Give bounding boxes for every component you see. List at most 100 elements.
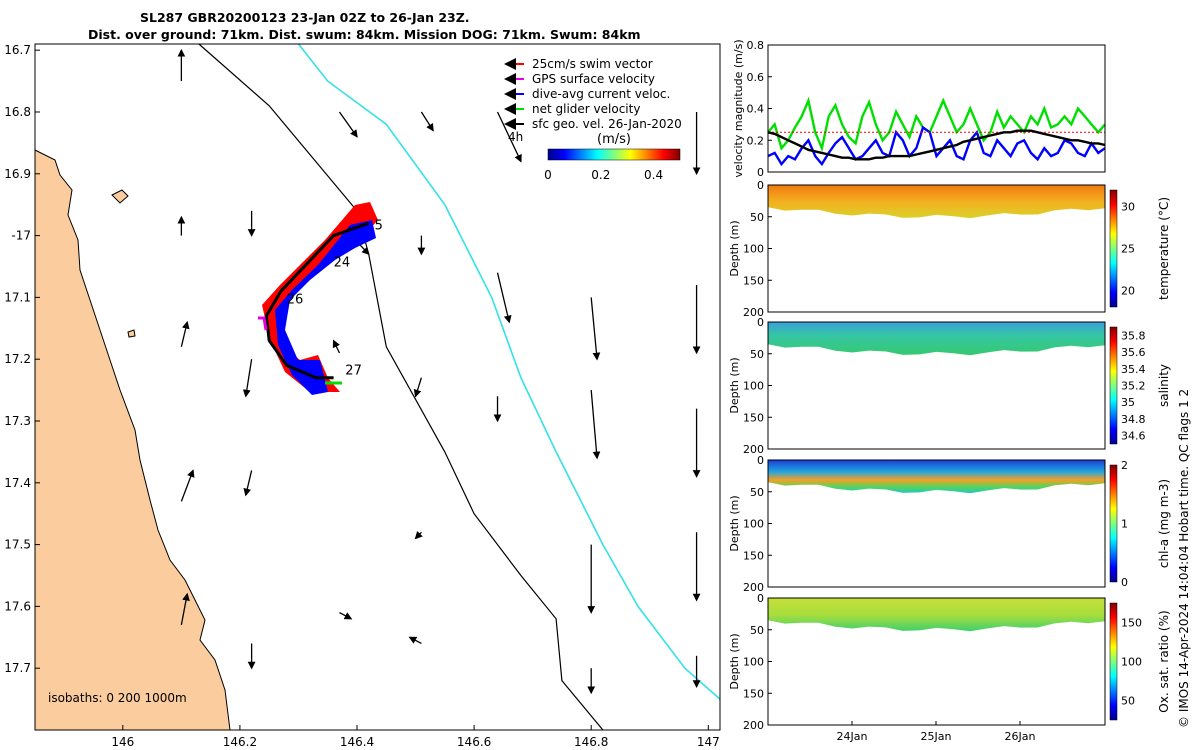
velocity-series-line <box>767 129 1106 161</box>
time-tick-label: 25Jan <box>921 730 952 743</box>
isobath-200m <box>198 43 604 731</box>
depth-axis-label: Depth (m) <box>728 357 741 413</box>
time-tick-label: 26Jan <box>1005 730 1036 743</box>
map-colorbar-tick: 0 <box>544 168 552 182</box>
depth-tick-label: 150 <box>743 687 764 700</box>
colorbar-tick-label: 34.6 <box>1121 430 1146 443</box>
colorbar-tick-label: 35.8 <box>1121 329 1146 342</box>
map-y-tick-label: 17.1 <box>4 290 31 304</box>
chla-panel-field <box>768 460 1105 494</box>
map-colorbar <box>547 148 681 161</box>
geo-velocity-vector <box>496 272 512 324</box>
map-x-tick-label: 146.6 <box>457 735 491 749</box>
colorbar-tick-label: 50 <box>1121 695 1135 708</box>
geo-velocity-vector <box>590 297 601 361</box>
land-mass <box>34 149 231 731</box>
velocity-y-tick-label: 0.2 <box>747 134 765 147</box>
geo-velocity-vector <box>413 377 423 398</box>
depth-tick-label: 150 <box>743 549 764 562</box>
track-day-label: 26 <box>287 293 304 308</box>
oxygen-panel-colorbar <box>1109 602 1118 721</box>
map-x-tick-label: 146 <box>111 735 134 749</box>
island <box>111 189 129 204</box>
velocity-y-tick-label: 0.6 <box>747 71 765 84</box>
colorbar-tick-label: 150 <box>1121 617 1142 630</box>
colorbar-tick-label: 34.8 <box>1121 413 1146 426</box>
legend-entry: GPS surface velocity <box>532 72 655 86</box>
velocity-series-line <box>767 125 1106 167</box>
colorbar-tick-label: 25 <box>1121 243 1135 256</box>
geo-velocity-vector <box>408 636 422 645</box>
map-x-tick-label: 146.4 <box>340 735 374 749</box>
map-x-tick-label: 146.2 <box>223 735 257 749</box>
map-y-tick-label: 16.9 <box>4 167 31 181</box>
geo-velocity-vector <box>414 531 423 540</box>
depth-tick-label: 100 <box>743 656 764 669</box>
depth-tick-label: 150 <box>743 411 764 424</box>
salinity-panel-colorbar <box>1109 326 1118 445</box>
salinity-panel-field <box>768 322 1105 356</box>
depth-tick-label: 200 <box>743 581 764 594</box>
depth-tick-label: 0 <box>757 454 764 467</box>
track-map: 5 24 26 27 146 146.2 146.4 146.6 146.8 147 16.7 16.… <box>4 43 721 749</box>
isobath-label: isobaths: 0 200 1000m <box>48 691 187 705</box>
colorbar-label: chl-a (mg m-3) <box>1157 479 1171 568</box>
depth-tick-label: 100 <box>743 243 764 256</box>
legend-entry: 25cm/s swim vector <box>532 57 653 71</box>
legend-entry: sfc geo. vel. 26-Jan-2020 <box>532 117 682 131</box>
title-line-2: Dist. over ground: 71km. Dist. swum: 84k… <box>88 27 641 42</box>
geo-velocity-vector <box>242 359 253 398</box>
chla-panel-colorbar <box>1109 464 1118 583</box>
geo-velocity-vector <box>180 320 190 347</box>
colorbar-tick-label: 35.6 <box>1121 346 1146 359</box>
colorbar-label: Ox. sat. ratio (%) <box>1157 610 1171 712</box>
depth-tick-label: 0 <box>757 179 764 192</box>
island <box>127 329 136 338</box>
depth-tick-label: 200 <box>743 719 764 732</box>
legend-entry: net glider velocity <box>532 102 640 116</box>
colorbar-tick-label: 35.4 <box>1121 363 1146 376</box>
depth-tick-label: 100 <box>743 380 764 393</box>
colorbar-tick-label: 1 <box>1121 518 1128 531</box>
geo-velocity-vector <box>590 390 601 460</box>
depth-tick-label: 150 <box>743 274 764 287</box>
velocity-y-tick-label: 0 <box>757 166 764 179</box>
depth-tick-label: 50 <box>750 211 764 224</box>
colorbar-tick-label: 2 <box>1121 459 1128 472</box>
track-day-label: 27 <box>345 364 362 379</box>
depth-axis-label: Depth (m) <box>728 220 741 276</box>
gps-velocity-vector <box>258 316 268 331</box>
depth-tick-label: 0 <box>757 592 764 605</box>
colorbar-label: temperature (°C) <box>1157 197 1171 300</box>
map-y-tick-label: 17.7 <box>4 661 31 675</box>
map-y-tick-label: 16.8 <box>4 105 31 119</box>
map-frame <box>34 43 721 731</box>
colorbar-tick-label: 20 <box>1121 284 1135 297</box>
isobath-1000m <box>297 43 721 700</box>
depth-tick-label: 50 <box>750 486 764 499</box>
legend-entry: dive-avg current veloc. <box>532 87 670 101</box>
map-x-tick-label: 146.8 <box>574 735 608 749</box>
geo-velocity-vector <box>339 612 353 620</box>
depth-axis-label: Depth (m) <box>728 633 741 689</box>
depth-tick-label: 100 <box>743 518 764 531</box>
geo-velocity-vector <box>243 470 253 497</box>
map-y-tick-label: 17.3 <box>4 414 31 428</box>
glider-track <box>264 221 370 380</box>
depth-tick-label: 200 <box>743 443 764 456</box>
map-y-tick-label: 16.7 <box>4 43 31 57</box>
geo-velocity-vector <box>496 111 522 163</box>
track-day-label: 24 <box>334 255 351 270</box>
temperature-panel-field <box>768 185 1105 219</box>
oxygen-panel-field <box>768 598 1105 632</box>
map-colorbar-label: (m/s) <box>597 132 631 147</box>
velocity-y-tick-label: 0.8 <box>747 39 765 52</box>
colorbar-tick-label: 0 <box>1121 576 1128 589</box>
velocity-y-tick-label: 0.4 <box>747 103 765 116</box>
current-vector-cloud <box>275 220 376 395</box>
depth-axis-label: Depth (m) <box>728 495 741 551</box>
